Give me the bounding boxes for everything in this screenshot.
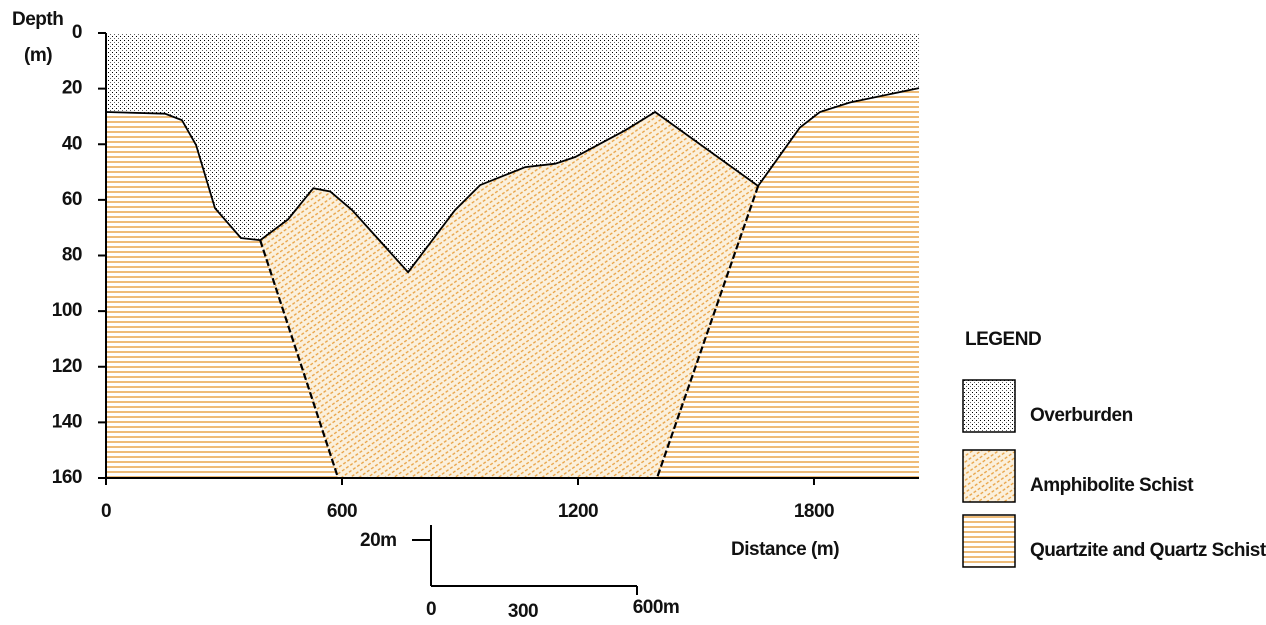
x-tick-label: 0 (101, 501, 111, 522)
quartzite-area (657, 88, 919, 478)
y-tick-label: 160 (52, 467, 82, 488)
fault-line (655, 185, 760, 479)
y-tick-label: 0 (72, 22, 82, 43)
x-tick-label: 600 (327, 501, 357, 522)
amphibolite-area (260, 112, 759, 478)
y-tick-label: 100 (52, 300, 82, 321)
overburden-area (106, 33, 919, 273)
y-tick-label: 140 (52, 411, 82, 432)
y-tick-label: 120 (52, 356, 82, 377)
y-tick-label: 20 (62, 78, 82, 99)
y-tick-label: 40 (62, 133, 82, 154)
legend-label: Quartzite and Quartz Schist (1030, 540, 1266, 561)
legend-swatch (962, 379, 1016, 433)
x-axis-label: Distance (m) (731, 539, 839, 560)
legend-swatch (962, 514, 1016, 568)
y-axis-label: (m) (24, 45, 52, 66)
quartzite-area (106, 112, 339, 478)
x-tick-label: 1200 (558, 501, 598, 522)
legend-label: Amphibolite Schist (1030, 475, 1194, 496)
legend-label: Overburden (1030, 405, 1133, 426)
x-tick-label: 1800 (794, 501, 834, 522)
y-axis-label: Depth (12, 9, 63, 30)
legend-swatch (962, 449, 1016, 503)
scale-label: 20m (360, 530, 397, 551)
scale-label: 600m (633, 597, 680, 618)
legend-title: LEGEND (965, 329, 1041, 350)
y-tick-label: 60 (62, 189, 82, 210)
scale-label: 300 (508, 601, 538, 622)
fault-line (259, 239, 340, 479)
boundary-line (105, 87, 920, 274)
y-tick-label: 80 (62, 245, 82, 266)
scale-label: 0 (426, 599, 436, 620)
